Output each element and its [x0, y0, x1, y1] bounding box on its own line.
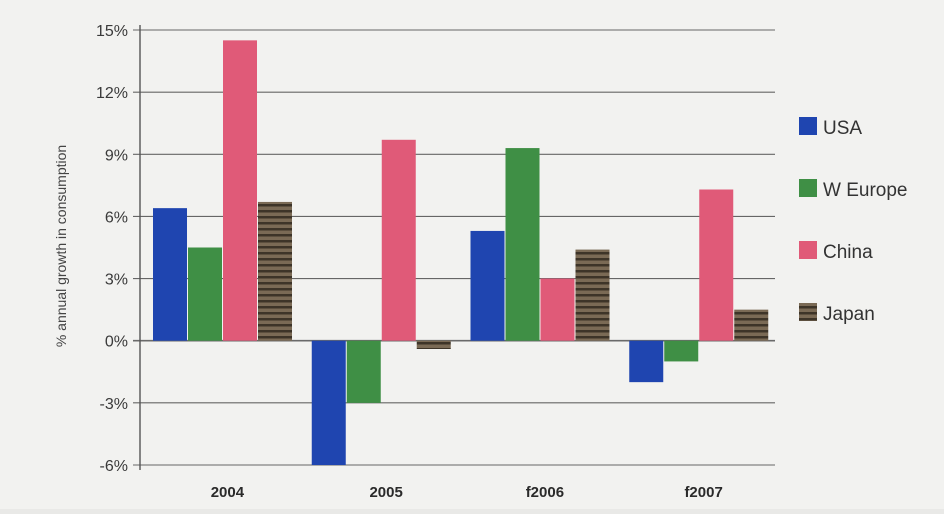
axes: 15% 12% 9% 6% 3% 0% -3% -6% 2004 2005 f2006 f2007	[96, 23, 723, 501]
legend-swatch	[799, 303, 817, 321]
bar-usa-2005	[311, 340, 346, 465]
x-tick-label: f2006	[526, 484, 564, 501]
legend-label: China	[823, 242, 873, 263]
y-tick-label: 3%	[105, 272, 128, 289]
x-tick-label: 2005	[369, 484, 402, 501]
legend-swatch	[799, 117, 817, 135]
legend-swatch	[799, 241, 817, 259]
y-tick-label: 0%	[105, 334, 128, 351]
bar-usa-f2007	[629, 340, 664, 383]
legend: USA W Europe China Japan	[799, 117, 907, 325]
y-tick-label: 15%	[96, 23, 128, 40]
y-tick-label: 6%	[105, 209, 128, 226]
x-tick-label: 2004	[211, 484, 245, 501]
bar-china-f2006	[540, 278, 575, 341]
x-tick-label: f2007	[684, 484, 722, 501]
bar-w-europe-f2007	[664, 340, 699, 362]
legend-label: USA	[823, 118, 862, 139]
bar-japan-f2007	[734, 309, 769, 341]
y-tick-label: 9%	[105, 147, 128, 164]
legend-label: Japan	[823, 304, 875, 325]
bar-w-europe-f2006	[505, 148, 540, 341]
bar-usa-2004	[153, 208, 187, 341]
y-tick-label: 12%	[96, 85, 128, 102]
y-axis-label: % annual growth in consumption	[53, 145, 69, 347]
bar-w-europe-2005	[346, 340, 381, 403]
bar-china-2005	[381, 139, 416, 341]
bar-usa-f2006	[470, 230, 505, 341]
legend-label: W Europe	[823, 180, 907, 201]
y-tick-label: -6%	[100, 458, 128, 475]
bar-china-2004	[223, 40, 257, 341]
bar-japan-f2006	[575, 249, 610, 341]
bar-w-europe-2004	[188, 247, 222, 341]
bar-china-f2007	[699, 189, 734, 341]
bar-japan-2005	[416, 340, 451, 349]
legend-swatch	[799, 179, 817, 197]
y-tick-label: -3%	[100, 396, 128, 413]
bar-japan-2004	[258, 201, 292, 341]
bars	[153, 40, 769, 465]
